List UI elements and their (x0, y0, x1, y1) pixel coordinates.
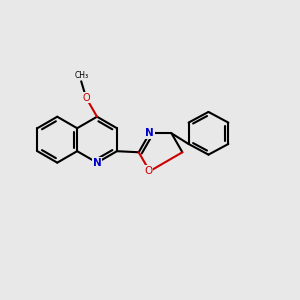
Text: O: O (144, 166, 152, 176)
Text: N: N (93, 158, 101, 168)
Text: CH₃: CH₃ (74, 71, 88, 80)
Text: O: O (82, 93, 90, 103)
Text: N: N (145, 128, 154, 138)
